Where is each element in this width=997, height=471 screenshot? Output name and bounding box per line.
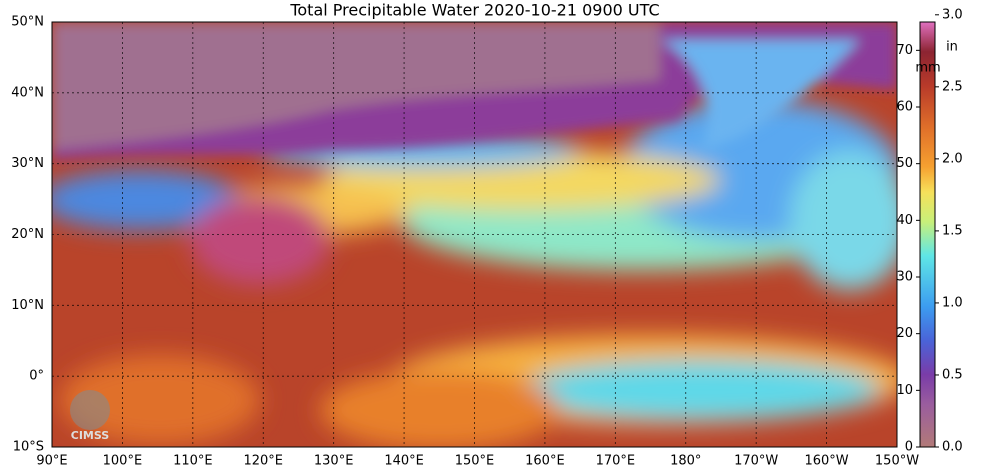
- lon-label: 120°E: [243, 454, 283, 469]
- in-tick-label: 3.0: [942, 7, 963, 22]
- in-label: in: [946, 40, 958, 55]
- lon-label: 160°W: [804, 454, 848, 469]
- lon-label: 180°: [670, 454, 701, 469]
- logo-text: CIMSS: [71, 429, 110, 442]
- lat-label: 10°S: [13, 440, 44, 455]
- lon-label: 130°E: [314, 454, 354, 469]
- mm-tick-label: 60: [896, 100, 913, 115]
- mm-tick-label: 20: [896, 326, 913, 341]
- lon-label: 150°E: [455, 454, 495, 469]
- lon-label: 160°E: [525, 454, 565, 469]
- in-tick-label: 0.5: [942, 367, 963, 382]
- lat-label: 50°N: [11, 15, 44, 30]
- lon-label: 100°E: [103, 454, 143, 469]
- in-tick-label: 1.0: [942, 295, 963, 310]
- mm-tick-label: 0: [905, 440, 913, 455]
- in-tick-label: 2.0: [942, 151, 963, 166]
- lat-label: 40°N: [11, 85, 44, 100]
- lat-label: 30°N: [11, 156, 44, 171]
- title: Total Precipitable Water 2020-10-21 0900…: [289, 1, 659, 20]
- in-tick-label: 2.5: [942, 79, 963, 94]
- lat-label: 0°: [29, 369, 44, 384]
- in-tick-label: 0.0: [942, 440, 963, 455]
- logo: CIMSS: [70, 390, 110, 442]
- lon-label: 140°E: [384, 454, 424, 469]
- lon-label: 150°W: [875, 454, 919, 469]
- lon-label: 110°E: [173, 454, 213, 469]
- colorbar: [919, 21, 936, 448]
- mm-label: mm: [915, 61, 940, 76]
- mm-tick-label: 70: [896, 43, 913, 58]
- in-tick-label: 1.5: [942, 223, 963, 238]
- lat-label: 10°N: [11, 298, 44, 313]
- mm-tick-label: 50: [896, 156, 913, 171]
- lon-label: 90°E: [36, 454, 67, 469]
- mm-tick-label: 10: [896, 383, 913, 398]
- mm-tick-label: 30: [896, 270, 913, 285]
- tpw-field: [52, 22, 897, 447]
- lon-label: 170°W: [734, 454, 778, 469]
- lon-label: 170°E: [596, 454, 636, 469]
- lat-label: 20°N: [11, 227, 44, 242]
- mm-tick-label: 40: [896, 213, 913, 228]
